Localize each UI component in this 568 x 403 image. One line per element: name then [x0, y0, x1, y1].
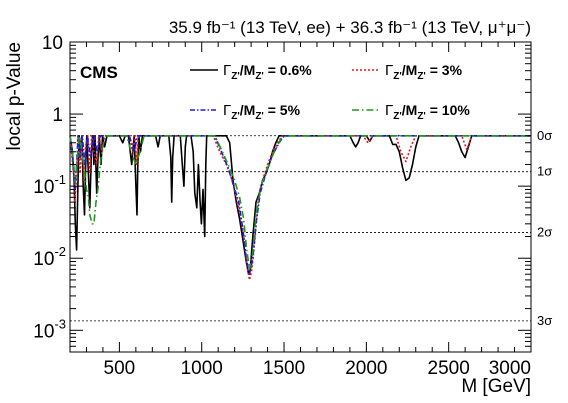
y-tick-label-2: 10-1	[33, 172, 66, 198]
x-tick-label-5: 3000	[489, 358, 531, 379]
legend-label-1: ΓZ'/MZ' = 3%	[385, 62, 463, 82]
series-line-2	[69, 135, 531, 275]
legend: ΓZ'/MZ' = 0.6% ΓZ'/MZ' = 3% ΓZ'/MZ' = 5% ΓZ…	[190, 62, 470, 122]
x-tick-label-4: 2500	[428, 358, 470, 379]
cms-label: CMS	[80, 63, 118, 82]
y-tick-label-0: 10	[42, 33, 63, 54]
y-tick-label-4: 10-3	[33, 316, 66, 342]
x-tick-label-3: 2000	[345, 358, 387, 379]
y-tick-label-1: 1	[52, 105, 63, 126]
axis-ticks: 500 1000 1500 2000 2500 3000 10 1 10-1 10-2 10-3	[33, 33, 532, 379]
y-axis-title: local p-Value	[4, 42, 25, 150]
sigma-label-0: 0σ	[537, 128, 552, 143]
x-tick-label-2: 1500	[263, 358, 305, 379]
luminosity-header: 35.9 fb⁻¹ (13 TeV, ee) + 36.3 fb⁻¹ (13 T…	[169, 18, 531, 37]
series-group	[69, 135, 531, 281]
sigma-label-2: 2σ	[537, 224, 552, 239]
y-tick-label-3: 10-2	[33, 244, 66, 270]
sigma-lines: 0σ 1σ 2σ 3σ	[70, 128, 552, 328]
series-line-3	[69, 135, 531, 271]
x-tick-label-1: 1000	[181, 358, 223, 379]
legend-label-3: ΓZ'/MZ' = 10%	[385, 102, 470, 122]
sigma-label-1: 1σ	[537, 164, 552, 179]
series-line-1	[69, 135, 531, 281]
x-axis-title: M [GeV]	[461, 376, 531, 397]
plot-frame	[69, 41, 532, 353]
legend-label-2: ΓZ'/MZ' = 5%	[223, 102, 301, 122]
x-tick-label-0: 500	[104, 358, 136, 379]
sigma-label-3: 3σ	[537, 313, 552, 328]
legend-label-0: ΓZ'/MZ' = 0.6%	[223, 62, 312, 82]
